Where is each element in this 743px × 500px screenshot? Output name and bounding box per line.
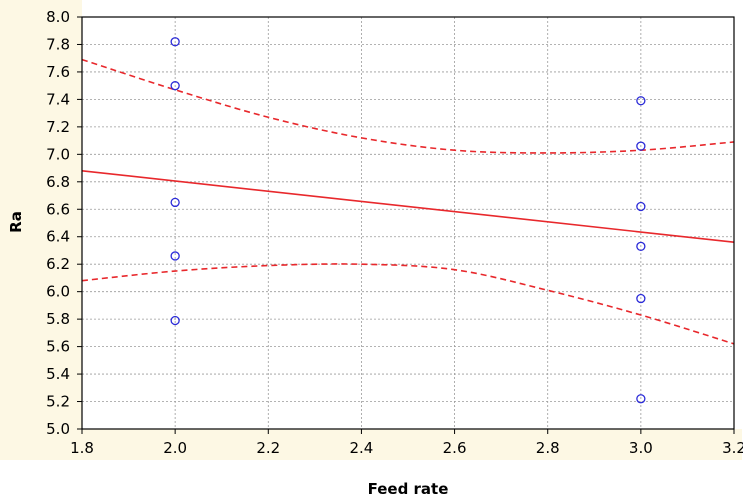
- y-tick-label: 6.8: [46, 173, 70, 191]
- x-axis-title: Feed rate: [368, 480, 449, 498]
- y-axis-title: Ra: [7, 211, 25, 233]
- data-point: [636, 141, 646, 151]
- x-tick-label: 2.4: [349, 439, 373, 457]
- data-point: [636, 201, 646, 212]
- y-tick-label: 5.2: [46, 393, 70, 411]
- y-tick-label: 7.8: [46, 35, 70, 53]
- plot-area: [82, 17, 734, 429]
- data-point: [170, 37, 180, 47]
- y-tick-label: 7.0: [46, 145, 70, 163]
- y-tick-label: 7.4: [46, 90, 70, 108]
- upper-confidence-band: [81, 58, 735, 154]
- x-tick-label: 2.8: [536, 439, 560, 457]
- x-tick-band: [82, 429, 742, 460]
- x-tick-label: 2.0: [163, 439, 187, 457]
- regression-line: [81, 170, 735, 244]
- x-tick-label: 2.2: [256, 439, 280, 457]
- data-point: [170, 315, 180, 326]
- x-tick-label: 3.2: [722, 439, 743, 457]
- y-tick-label: 8.0: [46, 8, 70, 26]
- y-tick-label: 5.8: [46, 310, 70, 328]
- y-tick-band: [0, 0, 82, 460]
- y-axis-ticks: 5.0 5.2 5.4 5.6 5.8 6.0 6.2 6.4 6.6 6.8 7.0 7.2 7.4 7…: [46, 8, 82, 438]
- y-tick-label: 6.6: [46, 200, 70, 218]
- y-tick-label: 6.0: [46, 283, 70, 301]
- data-point: [170, 197, 180, 208]
- lower-confidence-band: [81, 263, 735, 345]
- x-tick-label: 2.6: [443, 439, 467, 457]
- data-point: [636, 96, 646, 106]
- y-tick-label: 7.2: [46, 118, 70, 136]
- y-tick-label: 5.0: [46, 420, 70, 438]
- data-point: [636, 241, 646, 251]
- y-tick-label: 7.6: [46, 63, 70, 81]
- data-series: [81, 37, 735, 404]
- y-tick-label: 6.4: [46, 228, 70, 246]
- x-axis-ticks: 1.8 2.0 2.2 2.4 2.6 2.8 3.0 3.2: [70, 429, 743, 457]
- y-tick-label: 5.6: [46, 338, 70, 356]
- plot-frame: [81, 16, 735, 430]
- x-tick-label: 3.0: [629, 439, 653, 457]
- y-tick-label: 6.2: [46, 255, 70, 273]
- y-tick-label: 5.4: [46, 365, 70, 383]
- data-point: [636, 394, 646, 404]
- data-point: [170, 81, 180, 91]
- data-point: [636, 293, 646, 304]
- x-tick-label: 1.8: [70, 439, 94, 457]
- data-point: [170, 251, 180, 261]
